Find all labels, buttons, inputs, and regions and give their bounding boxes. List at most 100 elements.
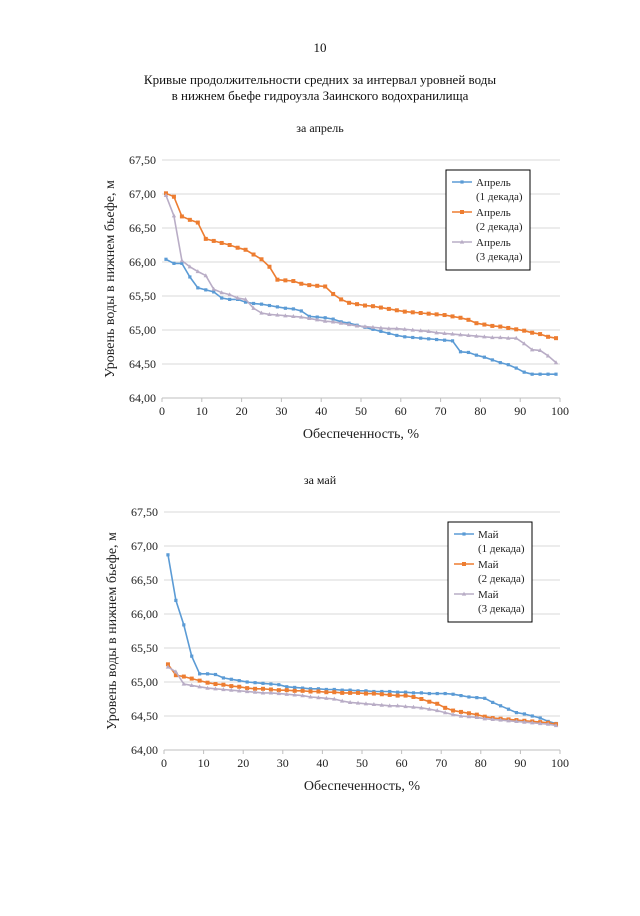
april-series-3-point bbox=[458, 332, 463, 337]
april-series-3-point bbox=[219, 290, 224, 295]
april-series-1-point bbox=[482, 355, 486, 359]
april-series-1-point bbox=[554, 372, 558, 376]
may-series-3-point bbox=[181, 681, 186, 686]
document-title: Кривые продолжительности средних за инте… bbox=[0, 72, 640, 104]
may-series-3-point bbox=[482, 716, 487, 721]
april-series-1-point bbox=[435, 337, 439, 342]
april-series-3-point bbox=[171, 213, 177, 218]
may-series-2-point bbox=[165, 662, 170, 667]
april-series-1-point bbox=[371, 327, 375, 331]
april-series-1-point bbox=[490, 358, 494, 362]
may-series-3-point bbox=[221, 687, 226, 692]
may-series-3-point bbox=[522, 719, 527, 724]
april-series-1-point bbox=[283, 306, 287, 310]
april-x-tick-label: 30 bbox=[275, 404, 287, 418]
may-series-1-point bbox=[277, 683, 281, 687]
april-series-2-point bbox=[546, 334, 551, 339]
april-series-2-point bbox=[283, 278, 288, 283]
may-x-tick-label: 10 bbox=[198, 756, 210, 770]
april-series-2-point bbox=[339, 297, 344, 302]
may-series-1-point bbox=[538, 716, 542, 720]
april-series-1-point bbox=[204, 288, 208, 292]
april-series-3-point bbox=[442, 331, 447, 335]
april-series-2-point bbox=[307, 283, 312, 288]
may-series-3-point bbox=[268, 690, 274, 695]
may-series-1-point bbox=[182, 623, 186, 627]
may-legend-label: Май bbox=[478, 589, 499, 601]
april-y-tick-label: 65,50 bbox=[129, 289, 156, 303]
april-series-3-point bbox=[490, 335, 495, 340]
may-y-axis-label: Уровень воды в нижнем бьефе, м bbox=[105, 532, 120, 730]
may-series-3-point bbox=[189, 683, 194, 687]
april-series-1-point bbox=[315, 315, 319, 319]
april-series-2-point bbox=[450, 314, 455, 319]
may-series-2-point bbox=[419, 697, 424, 701]
may-y-tick-label: 64,00 bbox=[131, 743, 158, 757]
april-legend-label-period: (1 декада) bbox=[476, 191, 523, 203]
april-series-1-point bbox=[530, 372, 534, 376]
may-series-3-point bbox=[205, 685, 210, 690]
may-series-2-line bbox=[167, 663, 557, 725]
april-series-2-point bbox=[259, 257, 264, 262]
may-series-2-point bbox=[332, 690, 337, 695]
may-series-1-point bbox=[301, 686, 305, 690]
may-series-2-point bbox=[379, 692, 384, 697]
may-series-3-point bbox=[538, 721, 543, 726]
may-series-2-point bbox=[395, 693, 400, 698]
may-x-axis-label: Обеспеченность, % bbox=[304, 779, 420, 794]
may-series-2-point bbox=[276, 688, 281, 693]
may-series-1-point bbox=[261, 681, 265, 685]
april-series-2-point bbox=[426, 311, 431, 316]
april-series-3-point bbox=[179, 258, 185, 263]
may-series-2-point bbox=[261, 686, 265, 691]
april-series-2-point bbox=[355, 302, 360, 307]
may-series-1-point bbox=[435, 691, 439, 696]
may-series-3-point bbox=[213, 686, 218, 691]
may-x-tick-label: 70 bbox=[435, 756, 447, 770]
april-y-tick-label: 67,00 bbox=[129, 187, 156, 201]
april-x-tick-label: 50 bbox=[355, 404, 367, 418]
april-series-1-point bbox=[395, 333, 399, 338]
may-subtitle: за май bbox=[303, 473, 337, 487]
april-series-2-point bbox=[347, 300, 352, 305]
april-legend-marker bbox=[459, 239, 465, 244]
may-series-3-point bbox=[292, 692, 297, 697]
may-series-2-point bbox=[371, 691, 376, 696]
april-series-2-point bbox=[291, 279, 296, 284]
april-series-2-point bbox=[251, 252, 256, 257]
april-series-2-point bbox=[179, 214, 184, 219]
april-series-1-point bbox=[243, 300, 248, 304]
may-series-3-point bbox=[419, 705, 424, 710]
may-series-3-point bbox=[545, 721, 551, 726]
april-series-3-point bbox=[434, 330, 439, 335]
may-series-3-point bbox=[435, 708, 440, 713]
may-series-2-point bbox=[221, 682, 226, 687]
may-y-tick-label: 66,50 bbox=[131, 573, 158, 587]
may-series-3-point bbox=[340, 698, 345, 703]
may-series-3-point bbox=[450, 712, 456, 717]
may-series-1-point bbox=[356, 689, 360, 693]
april-series-3-point bbox=[537, 348, 543, 352]
april-series-2-point bbox=[482, 322, 487, 327]
april-series-1-point bbox=[458, 350, 463, 354]
april-chart: 64,00 64,50 65,00 65,50 66,00 66,50 67,00 67,50… bbox=[103, 153, 569, 442]
may-legend-label: Май bbox=[478, 529, 499, 541]
april-series-3-point bbox=[402, 326, 407, 331]
april-series-3-point bbox=[315, 317, 320, 322]
may-series-3-point bbox=[332, 696, 337, 701]
april-legend-label: Апрель bbox=[476, 177, 511, 189]
april-series-2-point bbox=[331, 291, 336, 296]
april-series-2-point bbox=[442, 313, 447, 318]
may-series-2-point bbox=[237, 684, 242, 689]
april-legend-label-period: (2 декада) bbox=[476, 221, 523, 233]
may-series-2-point bbox=[466, 711, 471, 716]
may-series-3-point bbox=[490, 717, 495, 721]
may-series-1-point bbox=[253, 681, 257, 685]
may-series-3-point bbox=[300, 693, 305, 698]
may-series-1-point bbox=[324, 687, 328, 692]
may-y-tick-label: 66,00 bbox=[131, 607, 158, 621]
april-series-3-point bbox=[163, 192, 169, 197]
may-y-tick-label: 67,50 bbox=[131, 505, 158, 519]
may-x-tick-label: 20 bbox=[237, 756, 249, 770]
